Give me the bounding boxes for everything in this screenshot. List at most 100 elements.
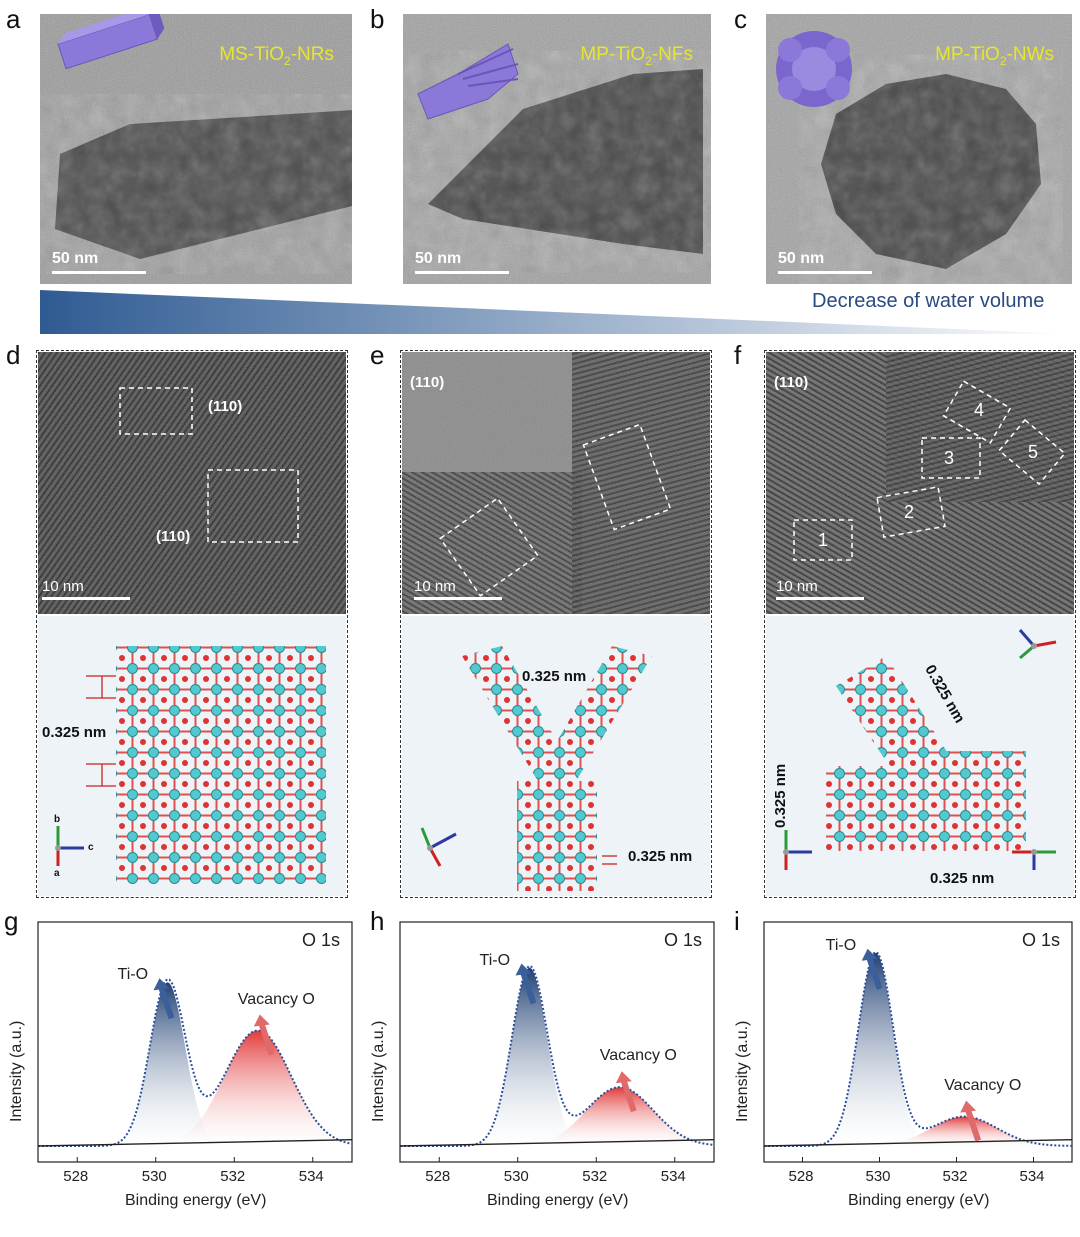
core-level-label: O 1s	[302, 930, 341, 950]
x-tick-label: 530	[865, 1168, 891, 1185]
panel-e-frame	[400, 350, 712, 898]
xps-chart-h: 528 530 532 534 Binding energy (eV) Intensity…	[362, 910, 722, 1237]
panel-label-a: a	[6, 4, 21, 34]
plane-label-f: (110)	[774, 374, 809, 391]
scale-bar-a: 50 nm	[52, 250, 146, 274]
plane-label-d1: (110)	[208, 398, 243, 415]
spacing-label-e2: 0.325 nm	[628, 848, 693, 865]
plane-label-e: (110)	[410, 374, 445, 391]
plot-frame	[763, 921, 1073, 1163]
vacancy-o-peak	[38, 1030, 352, 1146]
crystal-model-d: 0.325 nm b c a	[38, 616, 346, 896]
hrtem-image-f: (110) 1 2 3 4 5 10 nm	[766, 352, 1074, 614]
x-axis-title: Binding energy (eV)	[125, 1192, 267, 1209]
x-tick-label: 530	[503, 1168, 529, 1185]
ti-o-peak	[38, 982, 352, 1146]
baseline	[37, 1139, 353, 1147]
spacing-label-e1: 0.325 nm	[522, 668, 587, 685]
spacing-label-d: 0.325 nm	[42, 724, 107, 741]
ti-o-label: Ti-O	[117, 966, 149, 984]
panel-label-e: e	[370, 340, 385, 370]
x-tick-label: 532	[942, 1168, 968, 1185]
x-tick-label: 532	[582, 1168, 608, 1185]
scale-bar-b: 50 nm	[415, 250, 509, 274]
panel-label-g: g	[4, 906, 19, 936]
tem-image-a: MS-TiO2-NRs 50 nm	[40, 14, 352, 284]
scale-bar-e: 10 nm	[414, 578, 502, 600]
x-tick-label: 532	[220, 1168, 246, 1185]
region-2: 2	[904, 502, 915, 522]
vacancy-o-label: Vacancy O	[944, 1076, 1022, 1094]
axis-a-d: a	[54, 868, 60, 879]
hrtem-image-d: (110) (110) 10 nm	[38, 352, 346, 614]
y-axis-title: Intensity (a.u.)	[8, 1020, 25, 1122]
ti-o-arrow	[515, 963, 537, 1005]
vacancy-o-label: Vacancy O	[599, 1047, 677, 1065]
water-volume-label: Decrease of water volume	[812, 290, 1045, 312]
spacing-label-f2: 0.325 nm	[772, 763, 789, 828]
panel-label-c: c	[734, 4, 747, 34]
crystal-model-f: 0.325 nm 0.325 nm 0.325 nm	[766, 616, 1074, 896]
x-axis-title: Binding energy (eV)	[848, 1192, 990, 1209]
panel-label-h: h	[370, 906, 385, 936]
core-level-label: O 1s	[1022, 930, 1061, 950]
xps-chart-i: 528 530 532 534 Binding energy (eV) Intensity…	[726, 910, 1080, 1237]
ti-o-label: Ti-O	[479, 951, 511, 969]
hrtem-image-e: (110) 10 nm	[402, 352, 710, 614]
region-5: 5	[1028, 442, 1039, 462]
scale-bar-d: 10 nm	[42, 578, 130, 600]
x-tick-label: 528	[788, 1168, 814, 1185]
crystal-model-e: 0.325 nm 0.325 nm	[402, 616, 710, 896]
region-4: 4	[974, 400, 985, 420]
x-tick-label: 528	[63, 1168, 89, 1185]
ti-o-label: Ti-O	[825, 936, 857, 954]
envelope-curve	[38, 978, 353, 1147]
tem-image-b: MP-TiO2-NFs 50 nm	[403, 14, 711, 284]
core-level-label: O 1s	[664, 930, 703, 950]
baseline	[399, 1139, 715, 1147]
vacancy-o-arrow	[615, 1071, 637, 1113]
panel-label-b: b	[370, 4, 385, 34]
vacancy-o-arrow	[960, 1100, 982, 1142]
x-axis-title: Binding energy (eV)	[487, 1192, 629, 1209]
panel-label-d: d	[6, 340, 21, 370]
baseline	[763, 1139, 1073, 1147]
plot-frame	[37, 921, 353, 1163]
x-tick-label: 534	[1019, 1168, 1045, 1185]
vacancy-o-label: Vacancy O	[237, 990, 315, 1008]
tem-title-c: MP-TiO2-NWs	[935, 44, 1054, 68]
x-tick-label: 530	[141, 1168, 167, 1185]
vacancy-o-peak	[400, 1087, 714, 1146]
tem-title-a: MS-TiO2-NRs	[219, 44, 334, 68]
y-axis-title: Intensity (a.u.)	[370, 1020, 387, 1122]
scale-bar-c: 50 nm	[778, 250, 872, 274]
panel-f-frame	[764, 350, 1076, 898]
tem-title-b: MP-TiO2-NFs	[580, 44, 693, 68]
y-axis-title: Intensity (a.u.)	[734, 1020, 751, 1122]
spacing-label-f3: 0.325 nm	[930, 870, 995, 887]
envelope-curve	[764, 950, 1073, 1147]
ti-o-arrow	[153, 978, 175, 1020]
tem-image-c: MP-TiO2-NWs 50 nm	[766, 14, 1072, 284]
panel-label-i: i	[734, 906, 740, 936]
ti-o-peak	[764, 952, 1072, 1146]
axis-b-d: b	[54, 814, 61, 825]
x-tick-label: 534	[660, 1168, 686, 1185]
x-tick-label: 528	[425, 1168, 451, 1185]
vacancy-o-peak	[764, 1116, 1072, 1146]
scale-bar-f: 10 nm	[776, 578, 864, 600]
xps-chart-g: 528 530 532 534 Binding energy (eV) Intensity…	[0, 910, 360, 1237]
plane-label-d2: (110)	[156, 528, 191, 545]
ti-o-peak	[400, 967, 714, 1146]
region-3: 3	[944, 448, 955, 468]
x-tick-label: 534	[298, 1168, 324, 1185]
panel-d-frame	[36, 350, 348, 898]
axis-c-d: c	[88, 842, 94, 853]
region-1: 1	[818, 530, 829, 550]
envelope-curve	[400, 964, 715, 1147]
ti-o-arrow	[861, 948, 883, 990]
plot-frame	[399, 921, 715, 1163]
water-volume-wedge	[40, 290, 1072, 334]
panel-label-f: f	[734, 340, 742, 370]
vacancy-o-arrow	[253, 1014, 275, 1056]
